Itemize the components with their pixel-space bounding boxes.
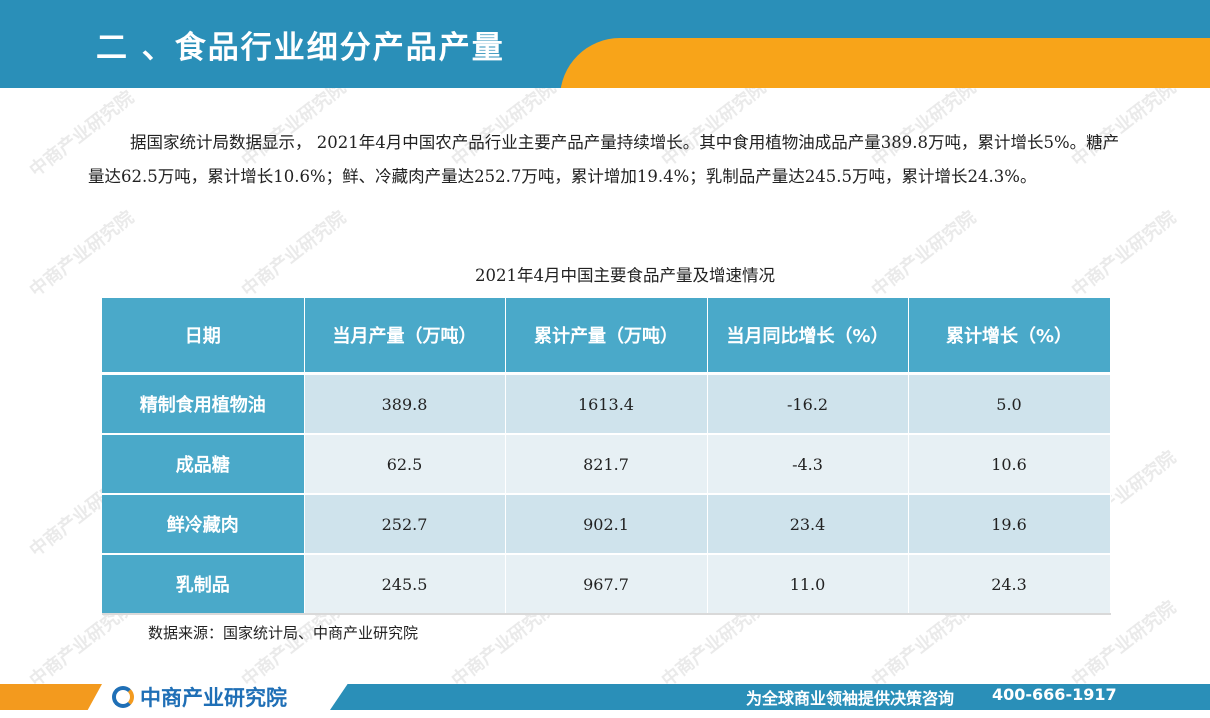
column-header-monthly-output: 当月产量（万吨） (304, 298, 506, 375)
table-cell: -16.2 (707, 373, 909, 435)
footer-bar: 中商产业研究院 为全球商业领袖提供决策咨询 400-666-1917 (0, 676, 1210, 718)
watermark: 中商产业研究院 (237, 207, 351, 302)
table-row: 鲜冷藏肉 252.7 902.1 23.4 19.6 (102, 494, 1111, 555)
row-label: 鲜冷藏肉 (102, 494, 305, 555)
logo-icon (112, 686, 134, 708)
table-row: 乳制品 245.5 967.7 11.0 24.3 (102, 554, 1111, 615)
column-header-date: 日期 (102, 298, 305, 375)
table-caption: 2021年4月中国主要食品产量及增速情况 (475, 266, 775, 285)
watermark: 中商产业研究院 (867, 207, 981, 302)
watermark: 中商产业研究院 (1067, 207, 1181, 302)
table-header-row: 日期 当月产量（万吨） 累计产量（万吨） 当月同比增长（%） 累计增长（%） (102, 298, 1111, 375)
table-cell: 11.0 (707, 554, 909, 615)
table-cell: 10.6 (908, 434, 1111, 495)
table-cell: 5.0 (908, 373, 1111, 435)
footer-orange-stripe (0, 684, 102, 710)
table-cell: 902.1 (505, 494, 708, 555)
page-title: 二 、食品行业细分产品产量 (96, 30, 505, 66)
table-cell: 252.7 (304, 494, 506, 555)
column-header-monthly-yoy: 当月同比增长（%） (707, 298, 909, 375)
row-label: 乳制品 (102, 554, 305, 615)
table-cell: 389.8 (304, 373, 506, 435)
footer-blue-stripe (330, 684, 1210, 710)
table-cell: -4.3 (707, 434, 909, 495)
header-banner: 二 、食品行业细分产品产量 (0, 0, 1210, 88)
column-header-cumulative-output: 累计产量（万吨） (505, 298, 708, 375)
paragraph-text: 据国家统计局数据显示， 2021年4月中国农产品行业主要产品产量持续增长。其中食… (88, 133, 1120, 186)
table-cell: 245.5 (304, 554, 506, 615)
table-cell: 19.6 (908, 494, 1111, 555)
company-logo: 中商产业研究院 (112, 680, 287, 714)
table-cell: 23.4 (707, 494, 909, 555)
table-cell: 1613.4 (505, 373, 708, 435)
row-label: 精制食用植物油 (102, 373, 305, 435)
intro-paragraph: 据国家统计局数据显示， 2021年4月中国农产品行业主要产品产量持续增长。其中食… (88, 126, 1128, 194)
logo-text: 中商产业研究院 (140, 686, 287, 710)
data-source-note: 数据来源：国家统计局、中商产业研究院 (148, 624, 419, 642)
column-header-cumulative-growth: 累计增长（%） (908, 298, 1111, 375)
table-cell: 24.3 (908, 554, 1111, 615)
table-cell: 62.5 (304, 434, 506, 495)
footer-phone: 400-666-1917 (992, 685, 1117, 704)
table-row: 精制食用植物油 389.8 1613.4 -16.2 5.0 (102, 373, 1111, 435)
watermark: 中商产业研究院 (25, 207, 139, 302)
header-orange-swoosh (560, 38, 1210, 88)
table-cell: 967.7 (505, 554, 708, 615)
row-label: 成品糖 (102, 434, 305, 495)
table-cell: 821.7 (505, 434, 708, 495)
table-row: 成品糖 62.5 821.7 -4.3 10.6 (102, 434, 1111, 495)
footer-slogan: 为全球商业领袖提供决策咨询 (746, 689, 955, 708)
food-output-table: 日期 当月产量（万吨） 累计产量（万吨） 当月同比增长（%） 累计增长（%） 精… (102, 298, 1111, 615)
